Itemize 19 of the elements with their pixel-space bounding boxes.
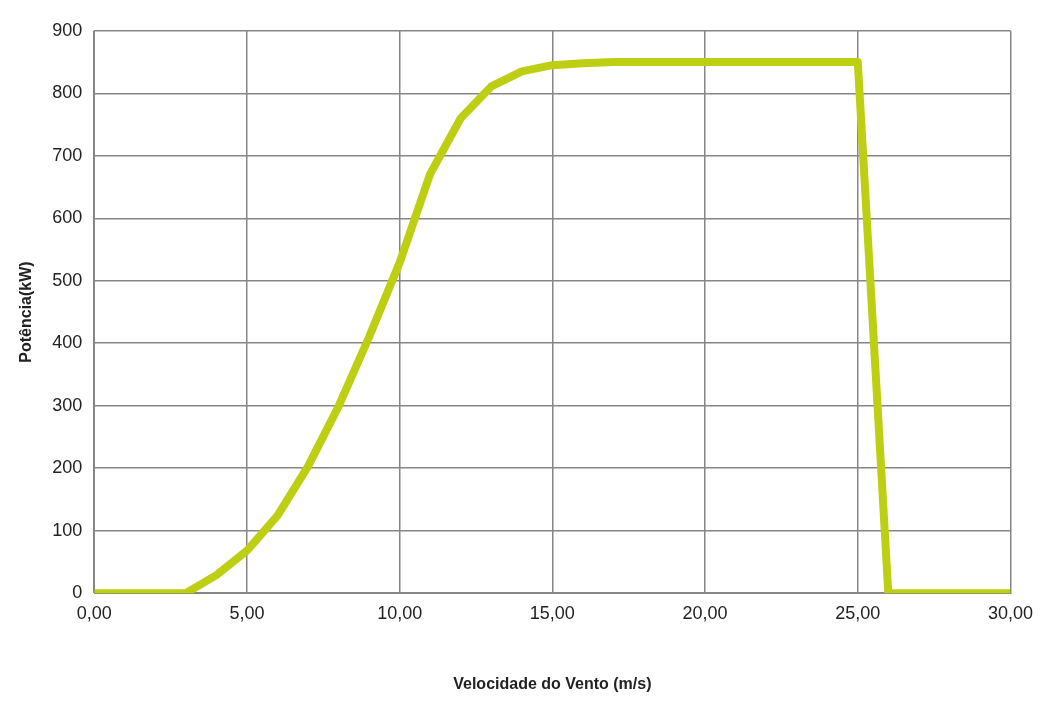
y-tick-label: 600	[52, 207, 83, 228]
x-tick-label: 30,00	[987, 602, 1033, 623]
y-tick-label: 500	[52, 269, 83, 290]
x-tick-label: 0,00	[76, 602, 112, 623]
y-tick-label: 800	[52, 82, 83, 103]
x-tick-label: 25,00	[835, 602, 881, 623]
y-axis-title: Potência(kW)	[17, 261, 35, 363]
y-tick-label: 100	[52, 519, 83, 540]
x-tick-label: 5,00	[229, 602, 265, 623]
y-tick-label: 700	[52, 144, 83, 165]
x-axis-title: Velocidade do Vento (m/s)	[453, 674, 652, 692]
y-tick-label: 900	[52, 19, 83, 40]
x-tick-label: 15,00	[529, 602, 575, 623]
y-tick-label: 300	[52, 394, 83, 415]
y-tick-label: 200	[52, 457, 83, 478]
x-tick-label: 10,00	[377, 602, 423, 623]
y-tick-label: 400	[52, 332, 83, 353]
x-tick-label: 20,00	[682, 602, 728, 623]
y-tick-label: 0	[72, 582, 83, 603]
